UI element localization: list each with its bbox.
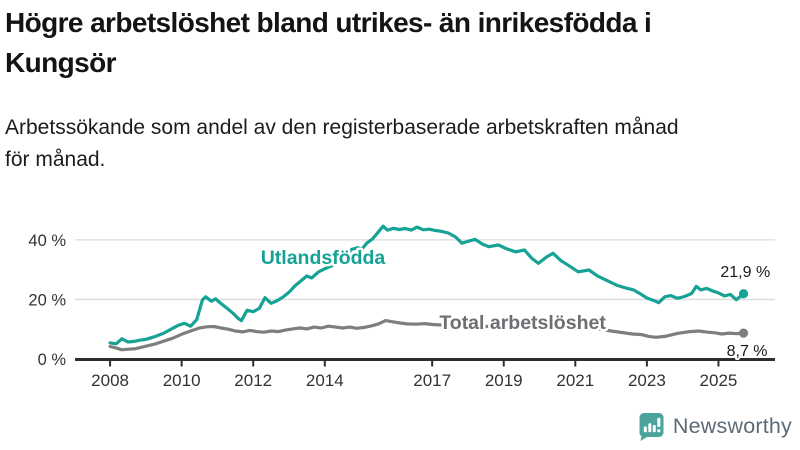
chart-subtitle: Arbetssökande som andel av den registerb… <box>5 112 795 176</box>
title-line-1: Högre arbetslöshet bland utrikes- än inr… <box>5 7 652 38</box>
x-axis-label-2021: 2021 <box>556 371 594 390</box>
x-axis-label-2014: 2014 <box>306 371 344 390</box>
series-line-utlandsf-dda <box>108 224 746 346</box>
end-dot-total-arbetsl-shet <box>738 328 749 338</box>
end-value-total: 8,7 % <box>727 343 768 360</box>
end-dot-utlandsf-dda <box>738 289 749 299</box>
newsworthy-logo: Newsworthy <box>637 409 792 443</box>
x-axis-label-2023: 2023 <box>628 371 666 390</box>
title-line-2: Kungsör <box>5 47 117 78</box>
x-axis-label-2012: 2012 <box>234 371 272 390</box>
label-total-arbetsloshet: Total arbetslöshet <box>439 312 606 334</box>
x-axis-label-2010: 2010 <box>163 371 201 390</box>
x-axis-label-2017: 2017 <box>413 371 451 390</box>
y-axis-label-20: 20 % <box>28 291 66 309</box>
x-axis-label-2019: 2019 <box>485 371 523 390</box>
newsworthy-speech-bubble-chart-icon <box>639 412 664 441</box>
y-axis-label-0: 0 % <box>38 351 67 369</box>
x-axis-label-2025: 2025 <box>700 371 738 390</box>
series-line-total-arbetsl-shet <box>108 319 746 352</box>
label-utlandsfodda: Utlandsfödda <box>261 247 386 269</box>
end-value-utlandsfodda: 21,9 % <box>720 264 770 281</box>
page-title: Högre arbetslöshet bland utrikes- än inr… <box>5 3 797 83</box>
y-axis-label-40: 40 % <box>28 232 66 250</box>
subtitle-line-1: Arbetssökande som andel av den registerb… <box>5 116 679 139</box>
subtitle-line-2: för månad. <box>5 148 106 171</box>
x-axis-label-2008: 2008 <box>91 371 129 390</box>
newsworthy-logo-text: Newsworthy <box>672 413 792 438</box>
